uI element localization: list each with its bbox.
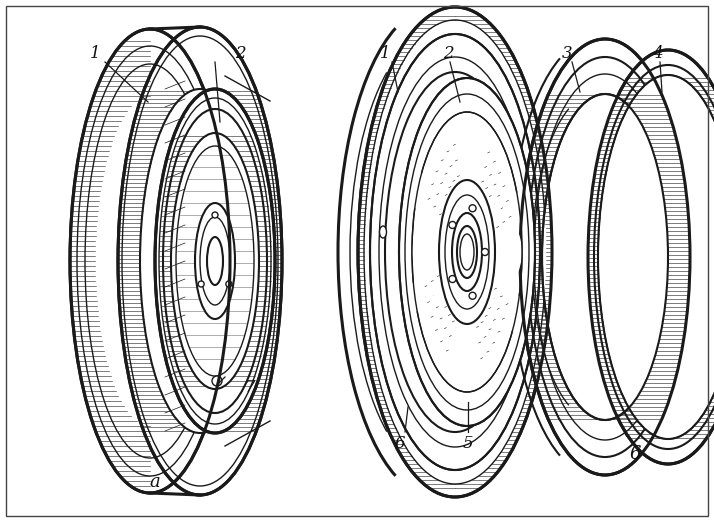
Ellipse shape [399, 78, 535, 426]
Circle shape [469, 292, 476, 299]
Circle shape [226, 281, 232, 287]
Ellipse shape [380, 226, 386, 238]
Circle shape [481, 248, 488, 255]
Wedge shape [486, 224, 522, 287]
Wedge shape [432, 271, 495, 307]
Ellipse shape [520, 39, 690, 475]
Circle shape [449, 276, 456, 282]
Text: 2: 2 [235, 45, 246, 63]
Ellipse shape [457, 226, 477, 278]
Text: 2: 2 [443, 45, 453, 63]
Ellipse shape [439, 180, 495, 324]
Ellipse shape [207, 237, 223, 285]
Ellipse shape [385, 72, 525, 432]
Text: 6: 6 [629, 445, 640, 463]
Text: 1: 1 [380, 45, 391, 63]
Ellipse shape [195, 203, 235, 319]
Text: 5: 5 [463, 435, 473, 453]
Ellipse shape [412, 112, 522, 392]
Circle shape [469, 205, 476, 212]
Ellipse shape [171, 133, 259, 389]
Ellipse shape [588, 50, 714, 464]
Wedge shape [412, 217, 448, 279]
Text: 4: 4 [652, 45, 663, 63]
Circle shape [449, 221, 456, 229]
Wedge shape [440, 197, 503, 233]
Ellipse shape [140, 89, 260, 433]
Ellipse shape [598, 75, 714, 439]
Ellipse shape [70, 29, 230, 493]
Circle shape [212, 376, 222, 386]
Circle shape [212, 212, 218, 218]
Text: 7: 7 [245, 378, 256, 396]
Ellipse shape [542, 94, 668, 420]
Text: 6: 6 [395, 435, 406, 453]
Ellipse shape [452, 213, 482, 291]
Ellipse shape [155, 89, 275, 433]
Circle shape [198, 281, 204, 287]
Wedge shape [706, 189, 714, 240]
Ellipse shape [358, 7, 552, 497]
Text: 3: 3 [562, 45, 573, 63]
Text: а: а [150, 473, 161, 491]
Text: 1: 1 [90, 45, 100, 63]
